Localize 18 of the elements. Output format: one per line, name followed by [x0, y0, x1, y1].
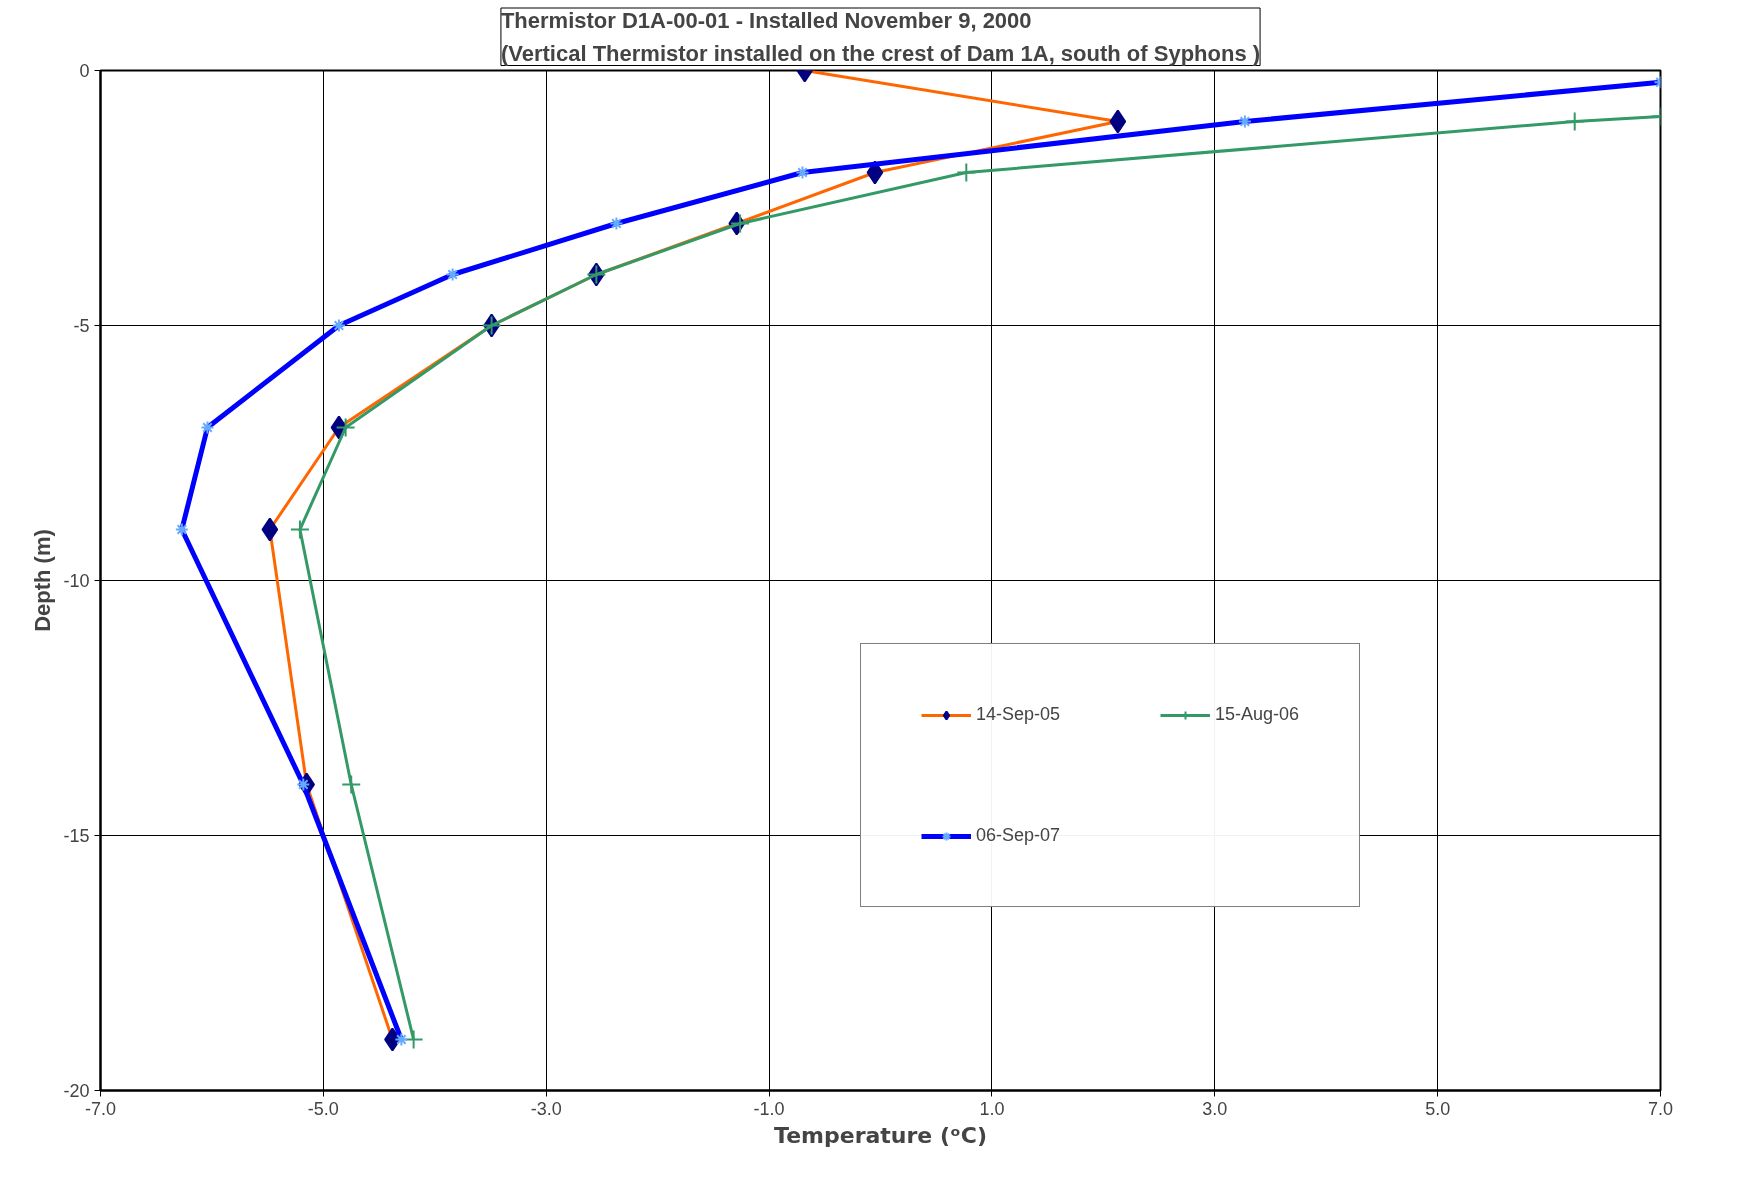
x-tick-label: 5.0 [1425, 1098, 1451, 1119]
legend-label: 15-Aug-06 [1215, 704, 1300, 725]
x-tick-label: -3.0 [530, 1098, 562, 1119]
legend-label: 14-Sep-05 [976, 704, 1061, 725]
x-tick-label: 3.0 [1202, 1098, 1228, 1119]
x-axis-title: Temperature (ᵒC) [774, 1122, 987, 1148]
legend-label: 06-Sep-07 [976, 825, 1061, 846]
y-axis-title: Depth (m) [30, 529, 56, 632]
x-tick-label: 1.0 [979, 1098, 1005, 1119]
y-tick-label: -10 [63, 571, 90, 591]
x-tick-label: -5.0 [307, 1098, 339, 1119]
y-tick-label: -5 [73, 316, 90, 336]
x-tick-label: -7.0 [84, 1098, 117, 1119]
x-tick-label: -1.0 [753, 1098, 785, 1119]
y-tick-label: -15 [63, 826, 90, 846]
y-tick-label: -20 [63, 1081, 90, 1101]
y-tick-label: 0 [79, 61, 90, 81]
x-tick-label: 7.0 [1647, 1098, 1674, 1119]
